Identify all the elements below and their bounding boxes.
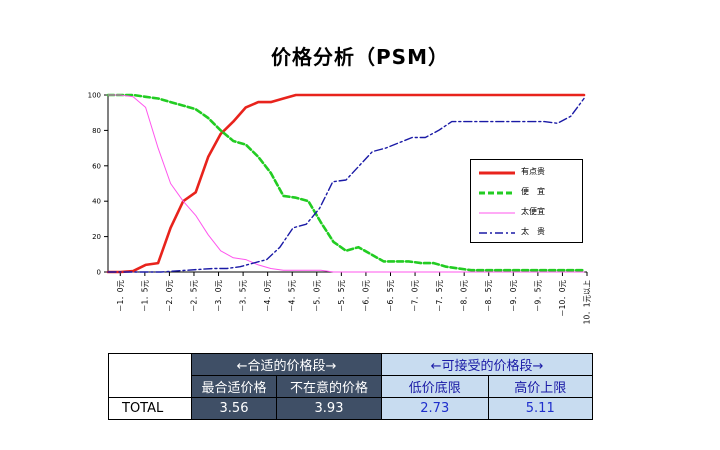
y-tick-label: 40 [92,198,101,206]
x-tick-label: 10．1元以上 [583,280,592,325]
psm-line-chart: 0 20 40 60 80 100 －1．0元 －1．5元 －2．0元 －2．5元 －3．0元 －3．… [88,92,592,325]
x-tick-label: －9．0元 [509,280,518,313]
table-header-row: ←合适的价格段→ ←可接受的价格段→ [108,353,593,398]
x-tick-label: －7．5元 [435,280,444,313]
value-upper-limit: 5.11 [487,397,594,420]
x-tick-label: －3．5元 [239,280,248,313]
row-label-total: TOTAL [108,397,192,420]
x-tick-label: －8．5元 [484,280,493,313]
header-optimal-range: ←合适的价格段→ [191,353,382,376]
legend-item-cheap: 便 宜 [477,184,581,204]
legend-item-expensive: 有点贵 [477,164,581,184]
series-line-too-expensive [107,97,585,273]
subheader-upper-limit: 高价上限 [487,375,594,398]
table-corner [108,353,192,398]
legend-item-too-cheap: 太便宜 [477,204,581,224]
value-lower-limit: 2.73 [381,397,489,420]
x-tick-label: －3．0元 [214,280,223,313]
series-line-expensive [106,93,586,274]
y-tick-label: 0 [97,269,101,277]
x-tick-label: －6．5元 [386,280,395,313]
chart-legend: 有点贵 便 宜 太便宜 太 贵 [470,159,583,243]
x-tick-label: －2．0元 [165,280,174,313]
header-acceptable-range: ←可接受的价格段→ [381,353,593,376]
x-tick-label: －8．0元 [460,280,469,313]
y-tick-label: 60 [92,162,101,170]
y-tick-label: 80 [92,127,101,135]
subheader-optimal-price: 最合适价格 [191,375,277,398]
subheader-indifference-price: 不在意的价格 [276,375,382,398]
subheader-lower-limit: 低价底限 [381,375,489,398]
legend-label: 太便宜 [521,207,545,216]
legend-label: 有点贵 [521,167,545,176]
x-tick-label: －2．5元 [189,280,198,313]
value-optimal-price: 3.56 [191,397,277,420]
chart-title: 价格分析（PSM） [271,45,449,69]
x-tick-label: －5．0元 [312,280,321,313]
legend-label: 便 宜 [521,187,545,196]
legend-item-too-expensive: 太 贵 [477,224,581,244]
legend-label: 太 贵 [521,227,545,236]
x-tick-label: －6．0元 [361,280,370,313]
x-tick-label: －1．5元 [140,280,149,313]
y-tick-label: 20 [92,233,101,241]
table-row: TOTAL 3.56 3.93 2.73 5.11 [108,397,594,420]
value-indifference-price: 3.93 [276,397,382,420]
x-tick-label: －9．5元 [533,280,542,313]
y-tick-label: 100 [88,92,101,100]
x-tick-label: －10．0元 [558,280,567,317]
price-summary-table: ←合适的价格段→ ←可接受的价格段→ 最合适价格 不在意的价格 低价底限 高价上… [108,353,594,420]
x-tick-label: －7．0元 [411,280,420,313]
x-tick-label: －4．0元 [263,280,272,313]
x-tick-label: －1．0元 [116,280,125,313]
x-tick-label: －5．5元 [337,280,346,313]
x-tick-label: －4．5元 [288,280,297,313]
series-line-cheap [106,93,586,272]
series-line-too-cheap [107,94,585,273]
